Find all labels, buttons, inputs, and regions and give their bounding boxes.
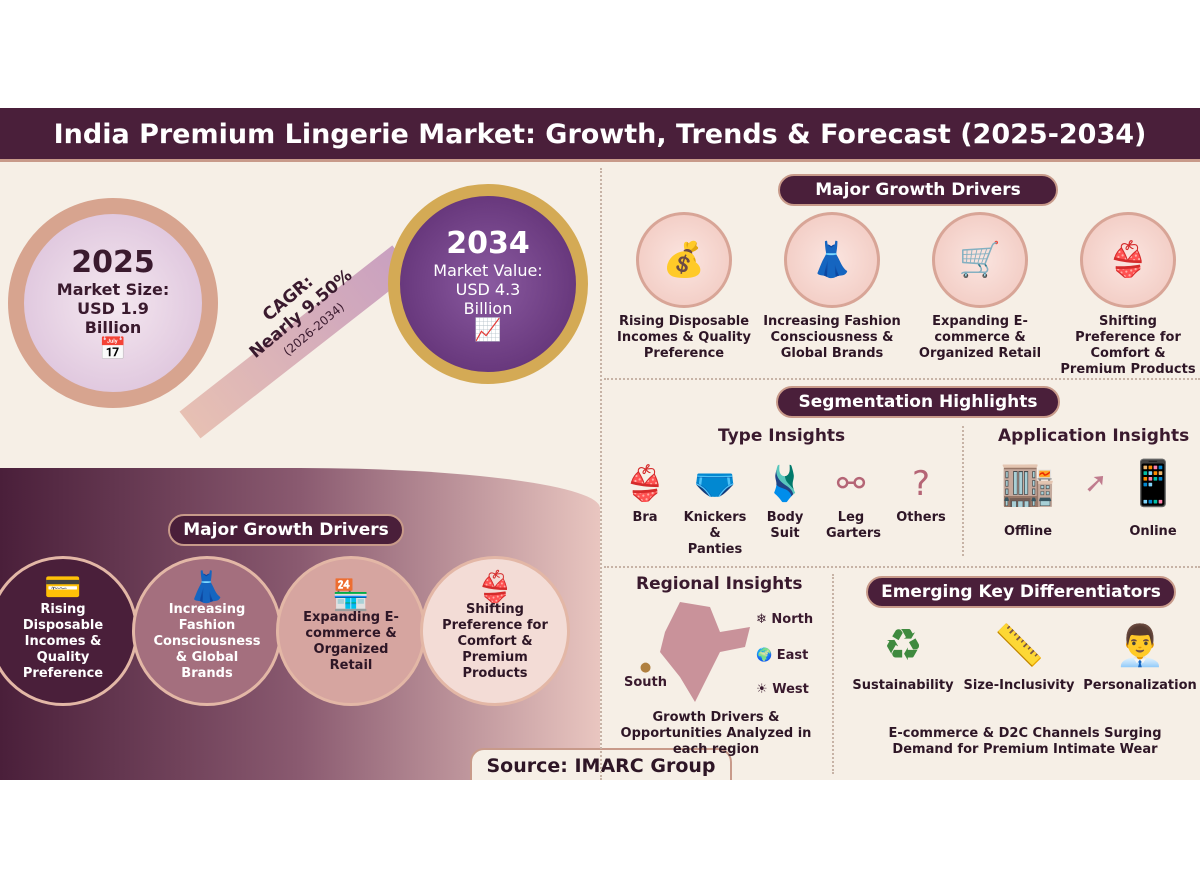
growth-chart-icon: 📈 (474, 317, 502, 343)
money-hand-icon: 💰 (636, 212, 732, 308)
left-driver-1: 💳 Rising Disposable Incomes & Quality Pre… (0, 556, 138, 706)
app-label: Offline (1003, 524, 1053, 539)
app-offline: 🏬 Offline (983, 458, 1073, 540)
start-value: USD 1.9 (77, 298, 149, 318)
lingerie-feather-icon: 👙 (1080, 212, 1176, 308)
end-value: USD 4.3 (455, 279, 521, 299)
right-driver-2: 👗 Increasing Fashion Consciousness & Glob… (762, 212, 902, 362)
driver-label: Expanding E-commerce & Organized Retail (303, 610, 399, 673)
end-unit: Billion (463, 298, 513, 318)
bra-icon: 👙 (623, 464, 667, 504)
region-west: ☀ West (756, 682, 809, 697)
diff-sustainability: ♻ Sustainability (850, 614, 956, 694)
driver-label: Rising Disposable Incomes & Quality Pref… (617, 314, 751, 361)
divider (600, 168, 602, 780)
region-south: ● South (624, 660, 667, 690)
diff-label: Personalization (1083, 678, 1197, 693)
divider (832, 574, 834, 774)
start-label: Market Size: (56, 279, 170, 299)
type-label: Bra (632, 510, 658, 525)
diff-personalization: 👨‍💼 Personalization (1080, 614, 1200, 694)
measuring-tape-icon: 📏 (994, 623, 1044, 669)
type-garters: ⚯ Leg Garters (806, 458, 896, 542)
left-driver-4: 👙 Shifting Preference for Comfort & Premi… (420, 556, 570, 706)
end-label: Market Value: (433, 260, 543, 280)
driver-label: Shifting Preference for Comfort & Premiu… (1060, 314, 1196, 377)
online-store-icon: 🛒 (932, 212, 1028, 308)
panties-icon: 🩲 (693, 464, 737, 504)
region-east: 🌍 East (756, 648, 809, 663)
type-others: ? Others (876, 458, 966, 526)
page-title: India Premium Lingerie Market: Growth, T… (0, 108, 1200, 162)
right-drivers-heading: Major Growth Drivers (778, 174, 1058, 206)
driver-label: Expanding E-commerce & Organized Retail (918, 314, 1042, 361)
infographic: India Premium Lingerie Market: Growth, T… (0, 108, 1200, 780)
bodysuit-icon: 🩱 (763, 464, 807, 504)
left-drivers-heading: Major Growth Drivers (168, 514, 404, 546)
left-driver-3: 🏪 Expanding E-commerce & Organized Retail (276, 556, 426, 706)
calendar-icon: 📅 (99, 336, 127, 362)
store-icon: 🏬 (1000, 458, 1056, 509)
sun-icon: ● (639, 660, 652, 675)
segmentation-heading: Segmentation Highlights (776, 386, 1060, 418)
driver-label: Rising Disposable Incomes & Quality Pref… (22, 602, 104, 681)
divider (604, 378, 1200, 380)
driver-label: Shifting Preference for Comfort & Premiu… (442, 602, 548, 681)
driver-label: Increasing Fashion Consciousness & Globa… (763, 314, 901, 361)
type-label: Knickers & Panties (683, 510, 747, 557)
smartphone-shopping-icon: 📱 (1125, 458, 1181, 509)
type-bodysuit: 🩱 Body Suit (740, 458, 830, 542)
market-2025-circle: 2025 Market Size: USD 1.9 Billion 📅 (8, 198, 218, 408)
diff-label: Sustainability (852, 678, 954, 693)
start-unit: Billion (84, 317, 142, 337)
person-gear-icon: 👨‍💼 (1115, 623, 1165, 669)
region-label: North (771, 612, 814, 627)
left-driver-2: 👗 Increasing Fashion Consciousness & Glob… (132, 556, 282, 706)
right-driver-3: 🛒 Expanding E-commerce & Organized Retail (910, 212, 1050, 362)
region-label: West (772, 682, 809, 697)
divider (604, 566, 1200, 568)
money-hand-icon: 💳 (44, 570, 82, 605)
regional-heading: Regional Insights (636, 574, 803, 594)
diff-label: Size-Inclusivity (963, 678, 1075, 693)
differentiators-heading: Emerging Key Differentiators (866, 576, 1176, 608)
app-label: Online (1129, 524, 1177, 539)
others-icon: ? (911, 464, 931, 504)
arrow-icon: ➚ (1084, 466, 1108, 499)
type-bra: 👙 Bra (600, 458, 690, 526)
region-north: ❄ North (756, 612, 814, 627)
right-driver-4: 👙 Shifting Preference for Comfort & Premi… (1058, 212, 1198, 378)
driver-label: Increasing Fashion Consciousness & Globa… (153, 602, 261, 681)
right-driver-1: 💰 Rising Disposable Incomes & Quality Pre… (614, 212, 754, 362)
type-label: Body Suit (766, 510, 804, 541)
dress-globe-icon: 👗 (188, 570, 226, 605)
app-online: 📱 Online (1108, 458, 1198, 540)
start-year: 2025 (71, 244, 155, 280)
application-insights-heading: Application Insights (998, 426, 1190, 446)
garter-icon: ⚯ (836, 464, 866, 504)
differentiators-caption: E-commerce & D2C Channels Surging Demand… (888, 726, 1162, 757)
type-label: Leg Garters (826, 510, 882, 541)
type-panties: 🩲 Knickers & Panties (670, 458, 760, 558)
regional-caption: Growth Drivers & Opportunities Analyzed … (620, 710, 812, 757)
divider (962, 426, 964, 556)
region-label: East (776, 648, 809, 663)
lingerie-feather-icon: 👙 (476, 570, 514, 605)
end-year: 2034 (446, 225, 530, 261)
dress-globe-icon: 👗 (784, 212, 880, 308)
diff-size-inclusivity: 📏 Size-Inclusivity (960, 614, 1078, 694)
online-store-icon: 🏪 (332, 578, 370, 613)
type-label: Others (896, 510, 946, 525)
recycle-icon: ♻ (883, 620, 923, 671)
type-insights-heading: Type Insights (718, 426, 846, 446)
market-2034-circle: 2034 Market Value: USD 4.3 Billion 📈 (388, 184, 588, 384)
cagr-block: CAGR: Nearly 9.50% (2026-2034) (209, 230, 393, 398)
region-label: South (624, 675, 668, 690)
